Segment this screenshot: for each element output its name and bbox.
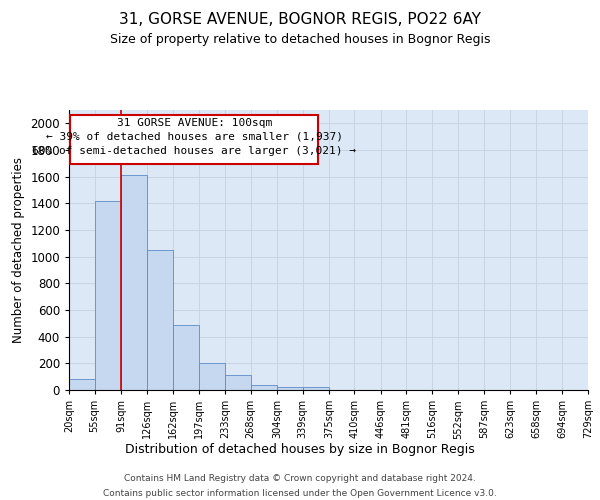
Y-axis label: Number of detached properties: Number of detached properties — [11, 157, 25, 343]
Bar — [146, 250, 173, 390]
Text: 60% of semi-detached houses are larger (3,021) →: 60% of semi-detached houses are larger (… — [32, 146, 356, 156]
FancyBboxPatch shape — [70, 114, 318, 164]
Text: Size of property relative to detached houses in Bognor Regis: Size of property relative to detached ho… — [110, 32, 490, 46]
Bar — [199, 364, 225, 390]
Text: ← 39% of detached houses are smaller (1,937): ← 39% of detached houses are smaller (1,… — [46, 132, 343, 141]
Bar — [251, 386, 277, 390]
Bar — [302, 388, 329, 390]
Bar — [173, 324, 199, 390]
Text: 31, GORSE AVENUE, BOGNOR REGIS, PO22 6AY: 31, GORSE AVENUE, BOGNOR REGIS, PO22 6AY — [119, 12, 481, 28]
Bar — [95, 200, 121, 390]
Text: Distribution of detached houses by size in Bognor Regis: Distribution of detached houses by size … — [125, 442, 475, 456]
Bar — [121, 176, 146, 390]
Text: 31 GORSE AVENUE: 100sqm: 31 GORSE AVENUE: 100sqm — [116, 118, 272, 128]
Bar — [69, 378, 95, 390]
Text: Contains public sector information licensed under the Open Government Licence v3: Contains public sector information licen… — [103, 489, 497, 498]
Bar — [225, 376, 251, 390]
Text: Contains HM Land Registry data © Crown copyright and database right 2024.: Contains HM Land Registry data © Crown c… — [124, 474, 476, 483]
Bar — [277, 388, 302, 390]
